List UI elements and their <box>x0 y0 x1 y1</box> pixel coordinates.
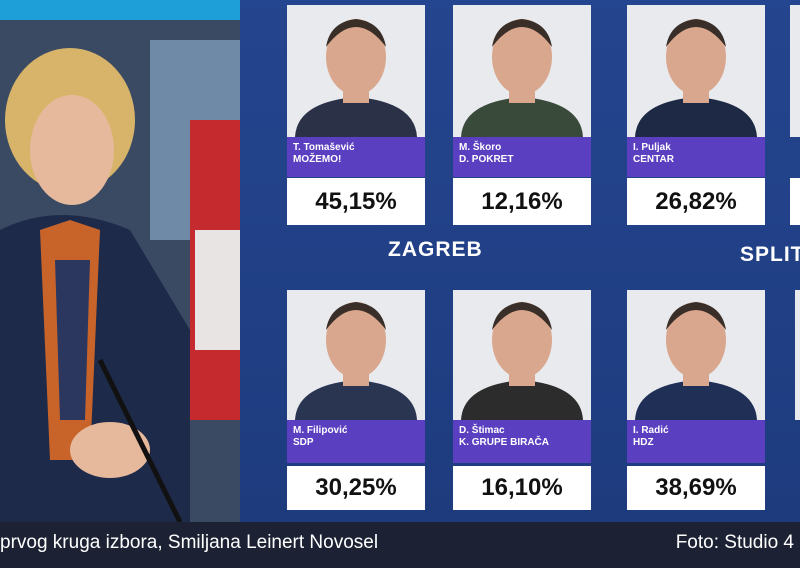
portrait <box>635 19 757 137</box>
result: 16,10% <box>453 466 591 510</box>
candidate-name: D. Štimac <box>459 425 505 436</box>
candidate-name: M. Škoro <box>459 142 502 153</box>
candidate-name: I. Radić <box>633 425 669 436</box>
candidate-photo <box>453 5 591 137</box>
studio-scene <box>0 0 240 522</box>
name-band: T. Tomašević MOŽEMO! <box>287 137 425 177</box>
result: 30,25% <box>287 466 425 510</box>
candidate-photo <box>627 290 765 420</box>
candidate-party: K. GRUPE BIRAČA <box>459 437 550 448</box>
result: 45,15% <box>287 178 425 225</box>
caption: prvog kruga izbora, Smiljana Leinert Nov… <box>0 532 379 553</box>
candidate-photo <box>453 290 591 420</box>
candidate-photo <box>287 290 425 420</box>
caption-bar: prvog kruga izbora, Smiljana Leinert Nov… <box>0 522 800 568</box>
city-label: SPLIT <box>740 243 800 266</box>
city-label: ZAGREB <box>388 238 483 261</box>
result: 26,82% <box>627 178 765 225</box>
candidate-party: HDZ <box>633 437 654 448</box>
candidate-party: D. POKRET <box>459 154 514 165</box>
candidate-party: MOŽEMO! <box>293 154 342 165</box>
partial-photo <box>790 5 800 137</box>
candidate-name: M. Filipović <box>293 425 348 436</box>
candidate-party: SDP <box>293 437 314 448</box>
result: 12,16% <box>453 178 591 225</box>
result: 38,69% <box>627 466 765 510</box>
name-band: M. Filipović SDP <box>287 420 425 463</box>
name-band: D. Štimac K. GRUPE BIRAČA <box>453 420 591 463</box>
candidate-name: T. Tomašević <box>293 142 355 153</box>
portrait <box>295 19 417 137</box>
candidate-name: I. Puljak <box>633 142 671 153</box>
portrait <box>461 302 583 420</box>
partial-photo <box>795 290 800 420</box>
candidate-photo <box>627 5 765 137</box>
photo-credit: Foto: Studio 4 <box>675 532 794 553</box>
candidate-photo <box>287 5 425 137</box>
name-band: I. Radić HDZ <box>627 420 765 463</box>
name-band: M. Škoro D. POKRET <box>453 137 591 177</box>
portrait <box>295 302 417 420</box>
name-band: I. Puljak CENTAR <box>627 137 765 177</box>
partial-result <box>790 178 800 225</box>
portrait <box>635 302 757 420</box>
candidate-party: CENTAR <box>633 154 674 165</box>
portrait <box>461 19 583 137</box>
